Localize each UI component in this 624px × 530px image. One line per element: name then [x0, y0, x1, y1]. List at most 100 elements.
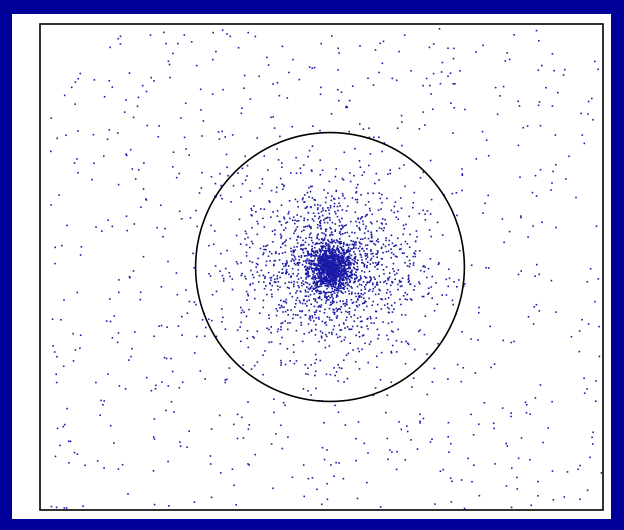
scatter-point — [243, 87, 245, 89]
scatter-point — [353, 267, 356, 270]
scatter-point — [307, 295, 310, 298]
scatter-point — [280, 235, 283, 238]
scatter-point — [324, 254, 327, 257]
scatter-point — [62, 425, 65, 428]
scatter-point — [393, 205, 396, 208]
scatter-point — [366, 261, 369, 263]
scatter-point — [597, 278, 600, 280]
scatter-point — [285, 272, 287, 274]
scatter-point — [77, 130, 79, 132]
scatter-point — [377, 251, 379, 254]
scatter-point — [338, 219, 341, 221]
scatter-point — [286, 309, 289, 311]
scatter-point — [340, 279, 342, 281]
scatter-point — [276, 310, 279, 312]
scatter-point — [294, 249, 296, 251]
scatter-point — [394, 255, 397, 257]
scatter-point — [309, 315, 311, 317]
scatter-point — [275, 314, 278, 317]
scatter-point — [169, 76, 171, 79]
scatter-point — [350, 276, 352, 278]
scatter-point — [319, 278, 322, 280]
scatter-point — [366, 213, 368, 216]
scatter-point — [451, 192, 454, 195]
scatter-point — [314, 362, 316, 364]
scatter-point — [323, 261, 325, 264]
scatter-point — [510, 506, 513, 509]
scatter-point — [328, 345, 331, 347]
scatter-point — [316, 250, 318, 252]
scatter-point — [297, 235, 300, 238]
scatter-point — [337, 263, 340, 265]
scatter-point — [180, 117, 182, 119]
scatter-point — [344, 263, 347, 265]
scatter-point — [364, 342, 366, 345]
scatter-point — [355, 220, 357, 223]
scatter-point — [307, 477, 310, 480]
scatter-point — [329, 276, 331, 279]
scatter-point — [342, 273, 345, 275]
scatter-point — [192, 252, 194, 255]
scatter-point — [240, 340, 242, 343]
scatter-point — [324, 308, 326, 311]
scatter-point — [91, 178, 93, 181]
scatter-point — [284, 363, 287, 366]
scatter-point — [368, 127, 370, 129]
scatter-point — [513, 34, 515, 36]
scatter-point — [68, 462, 70, 464]
scatter-point — [306, 254, 308, 257]
scatter-point — [478, 311, 480, 314]
scatter-point — [381, 62, 384, 65]
scatter-point — [494, 463, 496, 465]
scatter-point — [320, 260, 323, 263]
scatter-point — [555, 226, 557, 229]
scatter-point — [177, 42, 179, 45]
scatter-point — [436, 303, 439, 306]
scatter-point — [325, 280, 327, 283]
scatter-point — [125, 153, 127, 155]
scatter-point — [239, 326, 241, 328]
scatter-point — [125, 215, 128, 217]
scatter-point — [279, 343, 282, 345]
scatter-point — [356, 198, 359, 201]
scatter-point — [433, 367, 436, 370]
scatter-point — [292, 344, 295, 346]
scatter-point — [347, 283, 349, 285]
scatter-point — [212, 58, 214, 61]
scatter-point — [312, 273, 314, 276]
scatter-point — [594, 300, 596, 303]
scatter-point — [369, 240, 372, 242]
scatter-point — [342, 194, 344, 197]
scatter-point — [348, 307, 351, 309]
scatter-point — [330, 253, 332, 255]
scatter-point — [350, 264, 352, 266]
scatter-point — [319, 280, 322, 282]
scatter-point — [461, 174, 464, 177]
scatter-point — [343, 288, 345, 291]
scatter-point — [539, 124, 542, 127]
scatter-point — [229, 275, 231, 278]
scatter-point — [312, 288, 315, 290]
scatter-point — [323, 232, 325, 235]
scatter-point — [319, 256, 321, 258]
scatter-point — [519, 176, 521, 178]
scatter-point — [333, 272, 336, 275]
scatter-point — [570, 335, 573, 338]
scatter-point — [324, 333, 327, 336]
scatter-point — [271, 230, 274, 232]
scatter-point — [331, 331, 333, 334]
scatter-point — [284, 300, 287, 303]
scatter-point — [439, 470, 442, 473]
scatter-point — [349, 172, 351, 174]
scatter-point — [317, 203, 319, 206]
scatter-point — [300, 256, 303, 259]
scatter-point — [302, 248, 304, 250]
scatter-point — [382, 269, 385, 271]
scatter-point — [380, 247, 383, 250]
scatter-point — [328, 291, 331, 294]
scatter-point — [464, 283, 466, 285]
scatter-point — [95, 381, 97, 384]
scatter-point — [186, 312, 189, 314]
scatter-point — [431, 275, 433, 278]
